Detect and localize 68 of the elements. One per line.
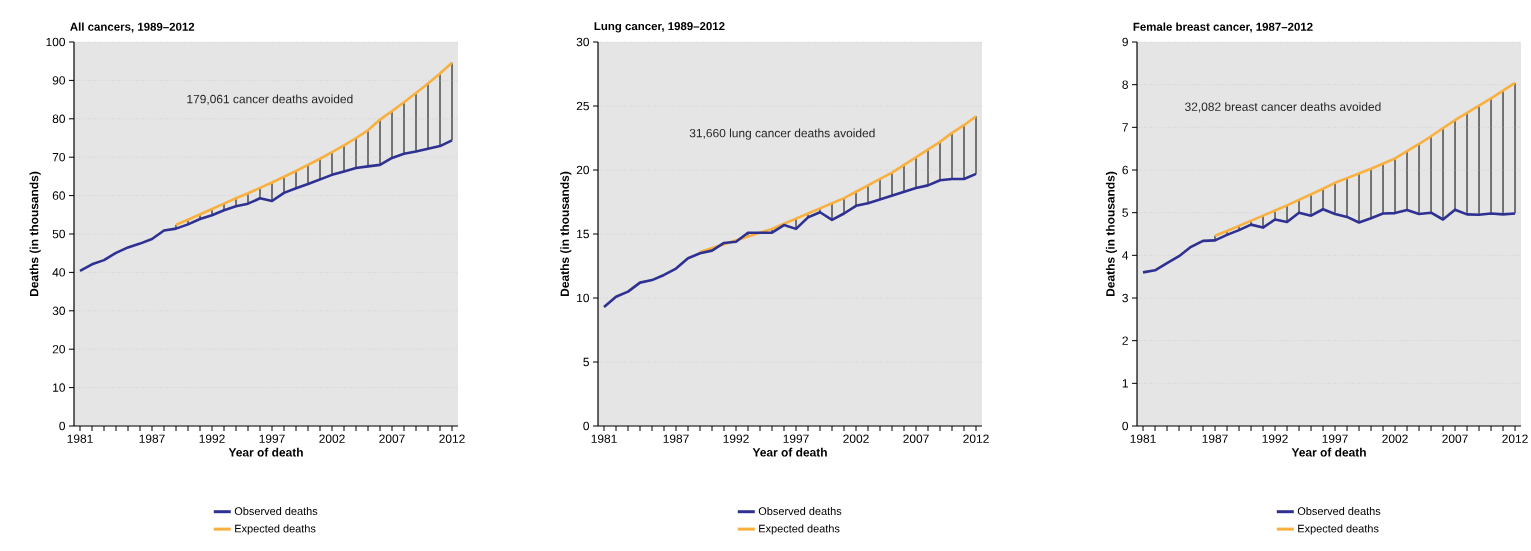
y-tick-label: 5 [1122,208,1128,217]
x-tick-label: 2012 [1502,434,1528,443]
y-tick-label: 70 [52,152,66,162]
legend-label: Expected deaths [759,524,840,535]
x-tick-label: 1997 [1322,434,1348,443]
legend-label: Expected deaths [1298,524,1379,535]
legend-label: Observed deaths [758,506,842,516]
x-tick-label: 1997 [783,434,809,443]
legend-label: Expected deaths [235,524,316,535]
x-tick-label: 1981 [1130,434,1156,443]
x-tick-label: 1981 [591,434,617,443]
x-tick-label: 1997 [259,434,285,443]
annotation: 32,082 breast cancer deaths avoided [1185,102,1381,113]
y-tick-label: 1 [1122,379,1128,388]
x-tick-label: 2002 [1382,434,1408,443]
y-tick-label: 7 [1122,123,1128,132]
y-axis-title: Deaths (in thousands) [560,171,572,296]
y-tick-label: 20 [576,165,590,175]
y-tick-label: 8 [1122,80,1128,89]
x-tick-label: 1987 [139,434,165,443]
line-series [1141,207,1517,274]
y-tick-label: 60 [52,191,66,200]
y-tick-label: 30 [576,37,590,47]
x-axis-title: Year of death [1291,447,1366,457]
x-tick-label: 2012 [439,434,465,443]
y-tick-label: 2 [1122,336,1128,345]
y-tick-label: 40 [52,268,66,277]
x-tick-label: 2007 [1442,434,1468,443]
y-tick-label: 80 [52,114,66,124]
y-tick-label: 15 [577,229,589,239]
x-tick-label: 1992 [723,434,749,443]
x-tick-label: 2007 [903,434,929,443]
legend-label: Observed deaths [234,506,318,516]
x-tick-label: 2002 [843,434,869,443]
x-tick-label: 2007 [379,434,405,443]
chart-title: Lung cancer, 1989–2012 [594,22,725,33]
y-tick-label: 100 [46,37,66,47]
y-tick-label: 50 [52,229,66,239]
y-tick-label: 6 [1122,165,1128,175]
y-tick-label: 9 [1122,37,1128,47]
y-tick-label: 90 [52,76,66,85]
y-tick-label: 4 [1122,251,1129,260]
y-tick-label: 0 [583,421,590,431]
y-tick-label: 0 [1122,421,1129,431]
x-axis-title: Year of death [228,447,303,457]
annotation: 179,061 cancer deaths avoided [187,94,353,105]
x-tick-label: 1992 [199,434,225,443]
chart-title: Female breast cancer, 1987–2012 [1133,22,1313,33]
y-tick-label: 30 [52,306,66,316]
x-tick-label: 1987 [1202,434,1228,443]
annotation: 31,660 lung cancer deaths avoided [689,128,875,140]
y-axis-title: Deaths (in thousands) [29,171,41,296]
x-axis-title: Year of death [752,447,827,457]
y-tick-label: 3 [1122,293,1128,303]
x-tick-label: 1987 [663,434,689,443]
y-tick-label: 10 [577,293,590,303]
y-tick-label: 25 [576,101,589,111]
x-tick-label: 2002 [319,434,345,443]
x-tick-label: 1981 [67,434,93,443]
x-tick-label: 1992 [1262,434,1288,443]
y-tick-label: 20 [52,344,66,354]
y-tick-label: 0 [59,421,66,431]
legend-label: Observed deaths [1297,506,1381,516]
y-tick-label: 10 [53,383,66,392]
chart-title: All cancers, 1989–2012 [70,22,195,33]
x-tick-label: 2012 [963,434,989,443]
y-axis-title: Deaths (in thousands) [1105,171,1118,296]
y-tick-label: 5 [583,357,589,367]
